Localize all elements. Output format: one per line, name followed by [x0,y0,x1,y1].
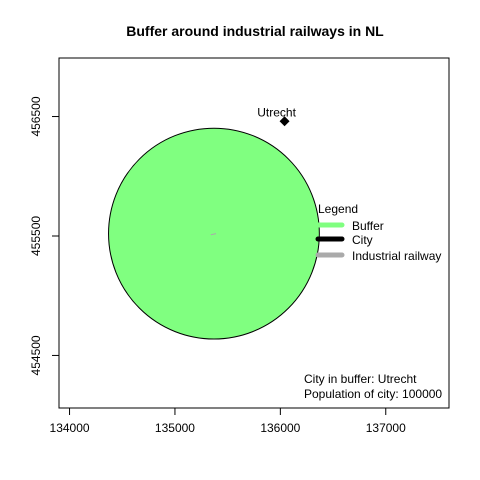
x-tick-label: 137000 [366,421,406,435]
legend: Legend Buffer City Industrial railway [315,202,441,263]
y-axis: 454500 455500 456500 [29,96,60,375]
chart-title: Buffer around industrial railways in NL [126,23,384,39]
y-tick-label: 454500 [29,335,43,375]
legend-label-buffer: Buffer [352,219,384,233]
annotation-population: Population of city: 100000 [304,387,442,401]
y-tick-label: 455500 [29,216,43,256]
x-tick-label: 134000 [50,421,90,435]
city-marker [279,116,290,127]
industrial-railway [210,233,217,236]
legend-label-railway: Industrial railway [352,249,441,263]
legend-title: Legend [318,202,358,216]
y-tick-label: 456500 [29,96,43,136]
city-label: Utrecht [257,105,296,119]
x-tick-label: 136000 [260,421,300,435]
x-tick-label: 135000 [155,421,195,435]
x-axis: 134000 135000 136000 137000 [50,407,406,435]
legend-label-city: City [352,233,373,247]
annotation-city-in-buffer: City in buffer: Utrecht [304,372,417,386]
